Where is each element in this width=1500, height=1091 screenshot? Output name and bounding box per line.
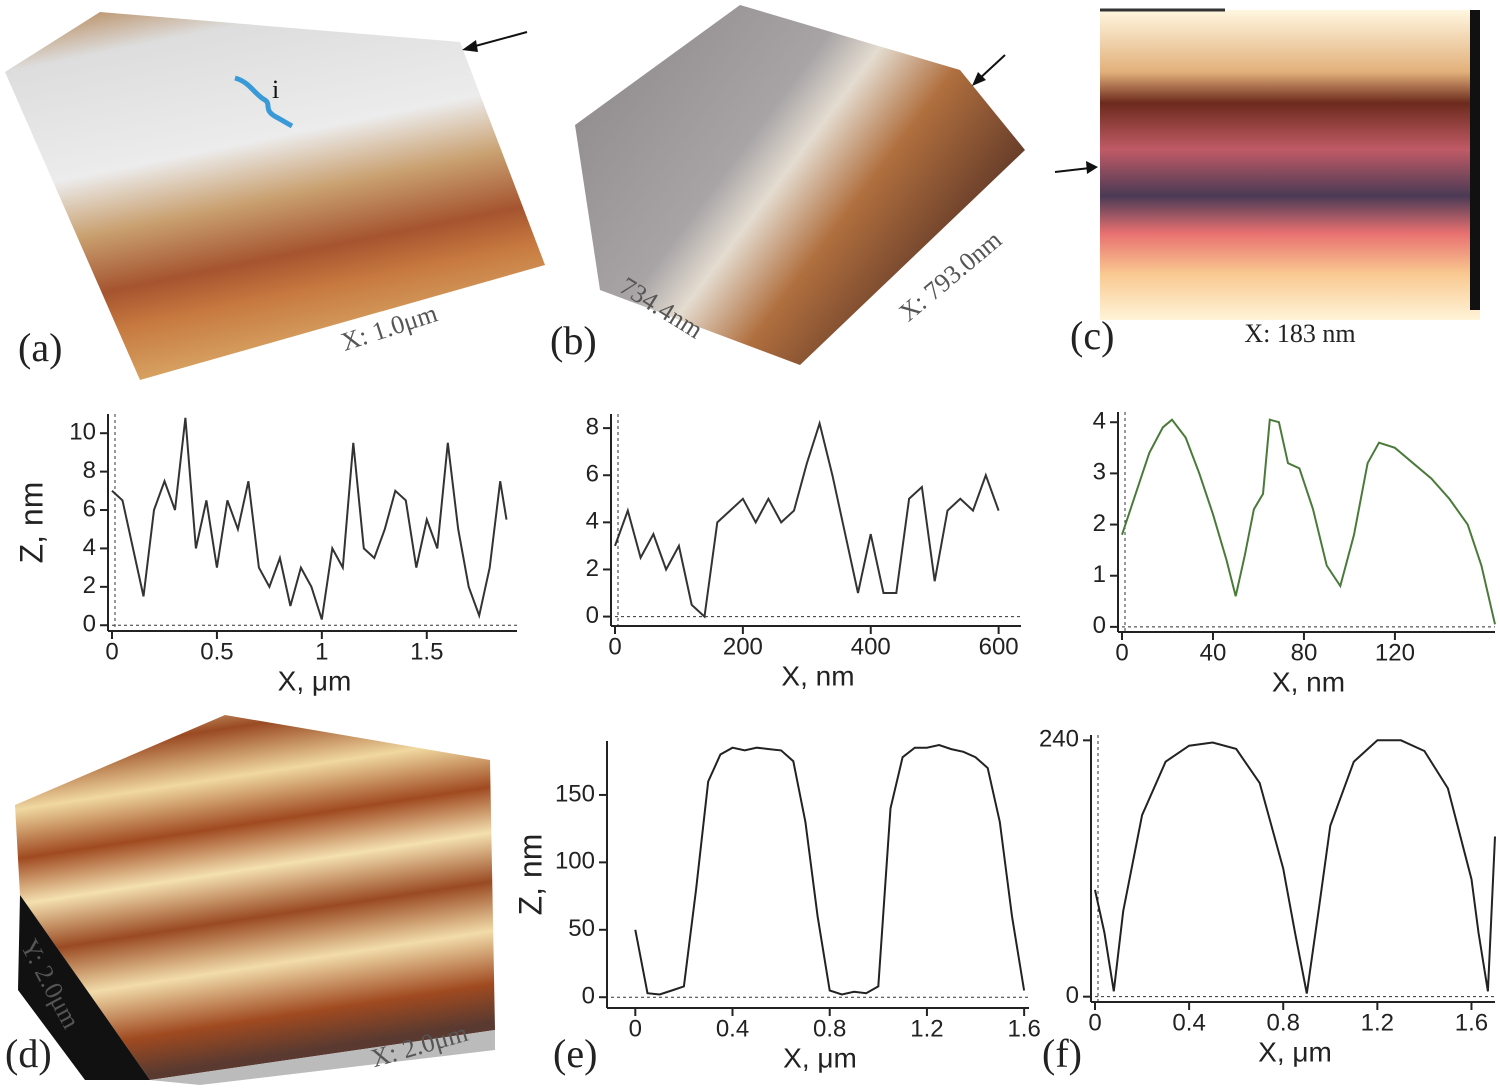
x-tick-label: 1.5: [410, 638, 443, 665]
y-axis-label: Z, nm: [512, 834, 548, 916]
panel-label: (a): [18, 325, 62, 370]
y-tick-label: 3: [1093, 459, 1106, 486]
panel-label: (e): [553, 1031, 597, 1076]
x-tick-label: 600: [979, 633, 1019, 660]
y-tick-label: 2: [83, 572, 96, 599]
y-tick-label: 8: [586, 413, 599, 440]
x-tick-label: 1.2: [1361, 1009, 1394, 1036]
x-tick-label: 200: [723, 633, 763, 660]
x-tick-label: 40: [1200, 639, 1227, 666]
x-tick-label: 0: [629, 1015, 642, 1042]
image-b: [575, 5, 1025, 365]
x-tick-label: 0.8: [813, 1015, 846, 1042]
y-tick-label: 0: [83, 611, 96, 638]
profile-line: [614, 419, 1000, 619]
y-tick-label: 4: [586, 508, 599, 535]
profile-line: [111, 417, 508, 620]
y-tick-label: 1: [1093, 561, 1106, 588]
x-tick-label: 120: [1375, 639, 1415, 666]
x-axis-label: X, nm: [781, 660, 854, 691]
y-tick-label: 0: [582, 983, 595, 1010]
y-tick-label: 4: [1093, 408, 1106, 435]
y-tick-label: 10: [69, 419, 96, 446]
image-a: [5, 12, 545, 380]
x-tick-label: 0: [1115, 639, 1128, 666]
y-tick-label: 100: [555, 848, 595, 875]
x-tick-label: 0: [105, 638, 118, 665]
x-tick-label: 1.6: [1455, 1009, 1488, 1036]
x-tick-label: 1: [315, 638, 328, 665]
profile-line: [1094, 739, 1496, 994]
panel-label: (c): [1070, 313, 1114, 358]
x-tick-label: 0: [1088, 1009, 1101, 1036]
y-tick-label: 0: [586, 602, 599, 629]
y-tick-label: 2: [586, 555, 599, 582]
x-tick-label: 0.5: [200, 638, 233, 665]
profile-line: [634, 743, 1026, 996]
x-axis-label: X, μm: [1258, 1036, 1332, 1067]
marker-label: i: [272, 75, 279, 104]
scale-label: X: 183 nm: [1244, 319, 1355, 348]
x-tick-label: 400: [851, 633, 891, 660]
y-tick-label: 0: [1093, 612, 1106, 639]
image-c: [1054, 8, 1480, 320]
x-axis-label: X, nm: [1272, 666, 1345, 697]
profile-line: [1121, 418, 1496, 625]
x-axis-label: X, μm: [278, 665, 352, 696]
y-tick-label: 6: [83, 495, 96, 522]
x-tick-label: 0.4: [716, 1015, 749, 1042]
y-tick-label: 50: [568, 915, 595, 942]
y-tick-label: 150: [555, 780, 595, 807]
y-tick-label: 240: [1039, 726, 1079, 753]
x-tick-label: 1.6: [1007, 1015, 1040, 1042]
x-tick-label: 0: [608, 633, 621, 660]
x-tick-label: 1.2: [910, 1015, 943, 1042]
y-tick-label: 6: [586, 461, 599, 488]
x-tick-label: 80: [1291, 639, 1318, 666]
x-tick-label: 0.8: [1267, 1009, 1300, 1036]
image-d: [15, 715, 495, 1085]
y-axis-label: Z, nm: [13, 482, 49, 564]
y-tick-label: 0: [1066, 982, 1079, 1009]
panel-label: (d): [5, 1031, 52, 1076]
y-tick-label: 8: [83, 457, 96, 484]
y-tick-label: 2: [1093, 510, 1106, 537]
panel-label: (f): [1042, 1031, 1082, 1076]
x-axis-label: X, μm: [783, 1042, 857, 1073]
y-tick-label: 4: [83, 534, 96, 561]
x-tick-label: 0.4: [1172, 1009, 1205, 1036]
panel-label: (b): [550, 318, 597, 363]
